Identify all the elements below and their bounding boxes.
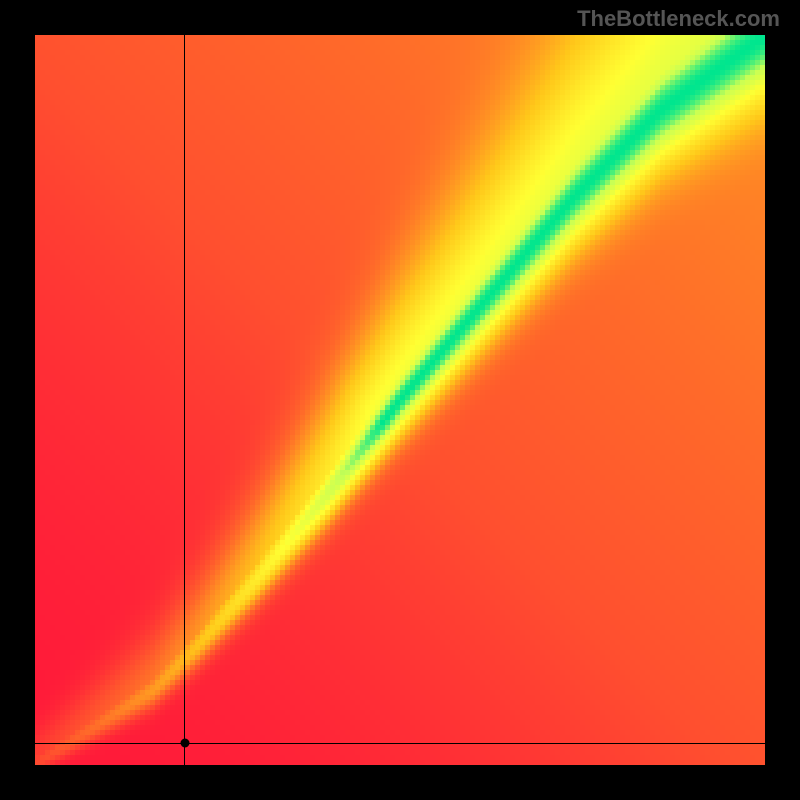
attribution-label: TheBottleneck.com — [577, 6, 780, 32]
crosshair-horizontal — [35, 743, 765, 744]
chart-container: TheBottleneck.com — [0, 0, 800, 800]
crosshair-vertical — [184, 35, 185, 765]
bottleneck-heatmap — [35, 35, 765, 765]
crosshair-marker — [180, 739, 189, 748]
